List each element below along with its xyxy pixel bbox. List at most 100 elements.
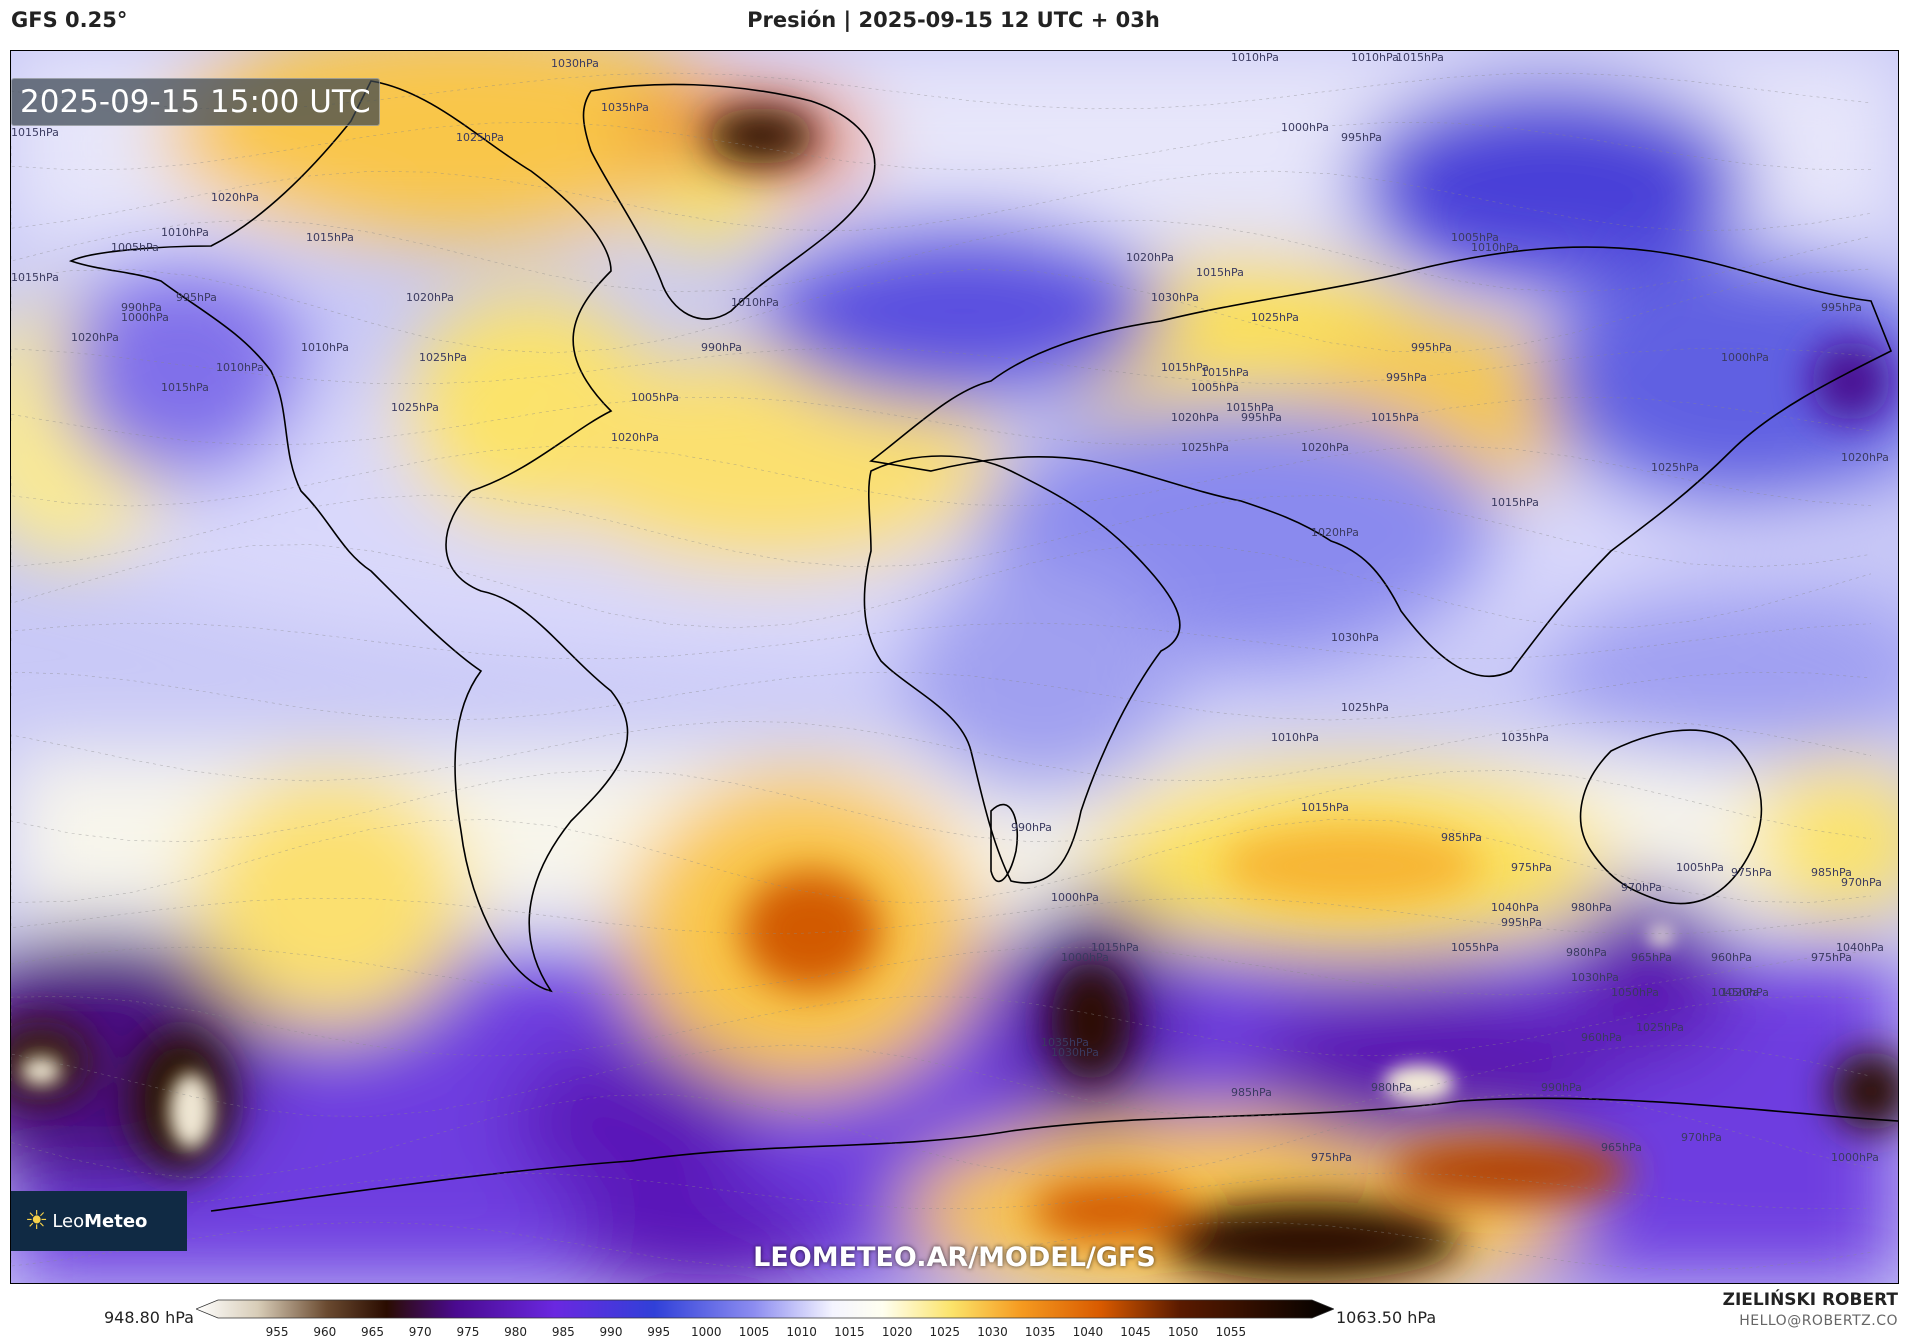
colorbar-tick: 1040 (1072, 1325, 1104, 1339)
isobar-line (11, 1094, 1872, 1179)
colorbar-tick: 980 (504, 1325, 528, 1339)
pressure-field (11, 51, 1898, 1283)
isobar-label: 1035hPa (601, 101, 649, 114)
isobar-label: 1000hPa (121, 311, 169, 324)
isobar-label: 1050hPa (1611, 986, 1659, 999)
logo-text-light: Leo (52, 1210, 85, 1232)
isobar-label: 1025hPa (1651, 461, 1699, 474)
isobar-label: 1005hPa (631, 391, 679, 404)
isobar-label: 990hPa (1011, 821, 1052, 834)
isobar-label: 1010hPa (1471, 241, 1519, 254)
isobar-label: 970hPa (1681, 1131, 1722, 1144)
isobar-label: 995hPa (1341, 131, 1382, 144)
colorbar-min-label: 948.80 hPa (104, 1308, 194, 1327)
isobar-label: 1030hPa (1151, 291, 1199, 304)
isobar-label: 1030hPa (1331, 631, 1379, 644)
isobar-label: 1015hPa (1161, 361, 1209, 374)
isobar-label: 1020hPa (611, 431, 659, 444)
isobar-label: 980hPa (1566, 946, 1607, 959)
isobar-line (11, 219, 1872, 293)
colorbar-tick: 1030 (977, 1325, 1008, 1339)
colorbar-tick: 1005 (738, 1325, 770, 1339)
isobar-label: 995hPa (1241, 411, 1282, 424)
isobar-label: 960hPa (1711, 951, 1752, 964)
isobar-label: 1000hPa (1831, 1151, 1879, 1164)
isobar-label: 1025hPa (1341, 701, 1389, 714)
isobar-label: 1010hPa (161, 226, 209, 239)
isobar-label: 960hPa (1581, 1031, 1622, 1044)
leometeo-logo[interactable]: ☀ Leo Meteo (11, 1191, 187, 1251)
isobar-label: 995hPa (1386, 371, 1427, 384)
colorbar-tick: 1020 (881, 1325, 913, 1339)
isobar-label: 1020hPa (1841, 451, 1889, 464)
isobar-label: 980hPa (1371, 1081, 1412, 1094)
isobar-label: 1000hPa (1281, 121, 1329, 134)
isobar-label: 1020hPa (406, 291, 454, 304)
isobar-label: 975hPa (1811, 951, 1852, 964)
isobar-label: 1020hPa (1311, 526, 1359, 539)
colorbar-tick: 1035 (1024, 1325, 1056, 1339)
pressure-extremes (21, 926, 1673, 1149)
isobar-label: 1005hPa (1451, 231, 1499, 244)
isobar-label: 965hPa (1601, 1141, 1642, 1154)
isobar-label: 1020hPa (1126, 251, 1174, 264)
isobar-label: 1015hPa (1226, 401, 1274, 414)
timestamp-badge: 2025-09-15 15:00 UTC (11, 78, 380, 126)
isobar-label: 1035hPa (1041, 1036, 1089, 1049)
colorbar-tick: 1055 (1215, 1325, 1247, 1339)
source-watermark[interactable]: LEOMETEO.AR/MODEL/GFS (753, 1242, 1156, 1273)
colorbar-tick: 955 (265, 1325, 289, 1339)
isobar-label: 1005hPa (1191, 381, 1239, 394)
colorbar-tick: 975 (456, 1325, 480, 1339)
isobar-label: 1030hPa (1051, 1046, 1099, 1059)
isobar-label: 1025hPa (1636, 1021, 1684, 1034)
isobar-label: 1020hPa (71, 331, 119, 344)
isobar-label: 1030hPa (1571, 971, 1619, 984)
author-credit: ZIELIŃSKI ROBERT (1722, 1290, 1898, 1310)
logo-text-bold: Meteo (84, 1210, 148, 1232)
isobar-line (11, 1172, 1872, 1210)
isobar-label: 1025hPa (1181, 441, 1229, 454)
pressure-map: 1030hPa 1035hPa 1025hPa 1015hPa 1010hPa 1015h… (10, 50, 1899, 1284)
isobar-label: 1015hPa (1196, 266, 1244, 279)
isobar-label: 990hPa (1541, 1081, 1582, 1094)
isobar-label: 965hPa (1631, 951, 1672, 964)
isobar-label: 1015hPa (1491, 496, 1539, 509)
colorbar-tick: 960 (313, 1325, 337, 1339)
isobar-label: 995hPa (1501, 916, 1542, 929)
model-label: GFS 0.25° (11, 8, 128, 32)
isobar-label: 1020hPa (1301, 441, 1349, 454)
isobar-line (11, 995, 1872, 1057)
isobar-label: 1040hPa (1491, 901, 1539, 914)
isobar-label: 1010hPa (731, 296, 779, 309)
isobar-label: 1010hPa (301, 341, 349, 354)
isobar-label: 1000hPa (1061, 951, 1109, 964)
isobar-label: 985hPa (1441, 831, 1482, 844)
author-email[interactable]: HELLO@ROBERTZ.CO (1739, 1313, 1898, 1329)
colorbar-tick: 1015 (834, 1325, 865, 1339)
isobar-label: 980hPa (1571, 901, 1612, 914)
colorbar-gradient (196, 1299, 1334, 1319)
isobar-line (11, 671, 1872, 721)
isobar-label: 1020hPa (1721, 986, 1769, 999)
isobar-label: 1055hPa (1451, 941, 1499, 954)
isobar-label: 990hPa (701, 341, 742, 354)
isobar-line (11, 347, 1872, 385)
isobar-label: 1030hPa (551, 57, 599, 70)
isobar-label: 990hPa (121, 301, 162, 314)
chart-title: Presión | 2025-09-15 12 UTC + 03h (747, 8, 1160, 32)
colorbar-tick: 1045 (1120, 1325, 1151, 1339)
isobar-label: 975hPa (1511, 861, 1552, 874)
isobar-line (11, 622, 1872, 660)
isobar-label: 975hPa (1311, 1151, 1352, 1164)
isobar-label: 1000hPa (1051, 891, 1099, 904)
isobar-label: 1020hPa (211, 191, 259, 204)
isobar-line (11, 445, 1872, 507)
colorbar-tick: 970 (408, 1325, 432, 1339)
isobar-label: 1010hPa (1351, 51, 1399, 64)
isobar-label: 1005hPa (111, 241, 159, 254)
isobar-label: 970hPa (1841, 876, 1882, 889)
isobar-line (11, 268, 1872, 354)
isobar-line (11, 946, 1872, 996)
isobar-label: 1015hPa (1091, 941, 1139, 954)
